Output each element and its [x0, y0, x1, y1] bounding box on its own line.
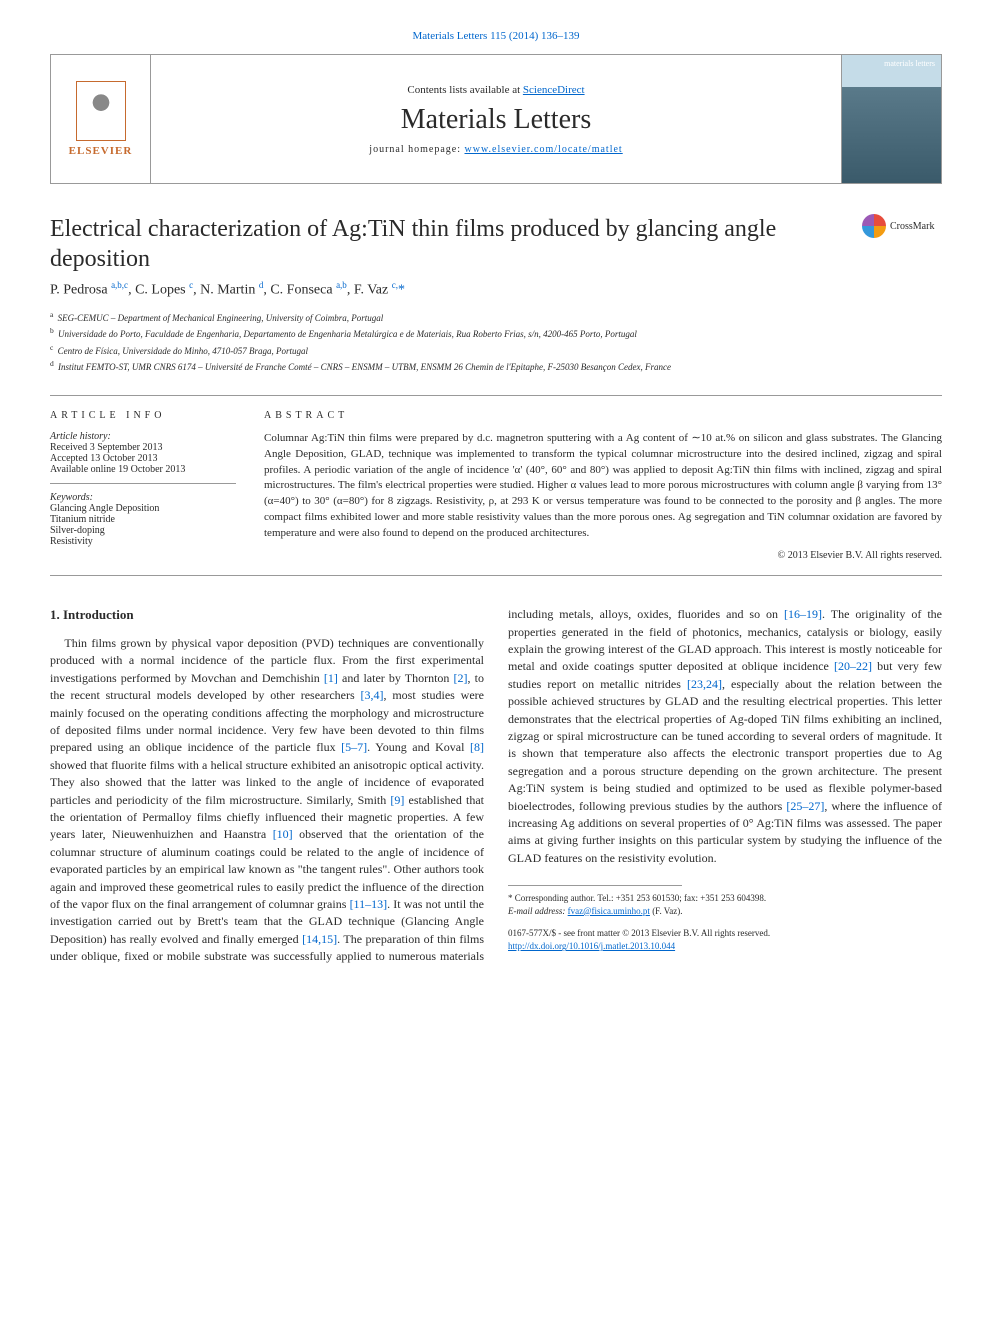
affiliation-line: d Institut FEMTO-ST, UMR CNRS 6174 – Uni…	[50, 358, 942, 375]
article-title: Electrical characterization of Ag:TiN th…	[50, 214, 852, 274]
history-line: Available online 19 October 2013	[50, 464, 236, 475]
issn-doi-block: 0167-577X/$ - see front matter © 2013 El…	[508, 927, 942, 953]
abstract-label: ABSTRACT	[264, 410, 942, 421]
article-info-sidebar: ARTICLE INFO Article history: Received 3…	[50, 396, 250, 576]
authors-line: P. Pedrosa a,b,c, C. Lopes c, N. Martin …	[50, 280, 942, 299]
article-body: 1. Introduction Thin films grown by phys…	[50, 606, 942, 965]
email-link[interactable]: fvaz@fisica.uminho.pt	[568, 906, 650, 916]
ref-20-22[interactable]: [20–22]	[834, 659, 872, 673]
corresponding-author-footnote: * Corresponding author. Tel.: +351 253 6…	[508, 892, 942, 917]
homepage-link[interactable]: www.elsevier.com/locate/matlet	[465, 144, 623, 155]
keyword: Resistivity	[50, 536, 236, 547]
elsevier-logo[interactable]: ELSEVIER	[51, 55, 151, 183]
ref-3-4[interactable]: [3,4]	[361, 688, 384, 702]
issn-line: 0167-577X/$ - see front matter © 2013 El…	[508, 928, 770, 938]
contents-line: Contents lists available at ScienceDirec…	[407, 84, 584, 96]
affiliation-line: a SEG-CEMUC – Department of Mechanical E…	[50, 309, 942, 326]
sciencedirect-link[interactable]: ScienceDirect	[523, 84, 585, 96]
elsevier-label: ELSEVIER	[69, 145, 133, 157]
ref-5-7[interactable]: [5–7]	[341, 740, 367, 754]
affiliations: a SEG-CEMUC – Department of Mechanical E…	[50, 309, 942, 375]
ref-23-24[interactable]: [23,24]	[687, 677, 722, 691]
journal-citation[interactable]: Materials Letters 115 (2014) 136–139	[50, 30, 942, 42]
affiliation-line: b Universidade do Porto, Faculdade de En…	[50, 325, 942, 342]
journal-header: ELSEVIER Contents lists available at Sci…	[50, 54, 942, 184]
abstract: ABSTRACT Columnar Ag:TiN thin films were…	[250, 396, 942, 576]
ref-25-27[interactable]: [25–27]	[786, 799, 824, 813]
crossmark-icon	[862, 214, 886, 238]
ref-1[interactable]: [1]	[324, 671, 338, 685]
ref-10[interactable]: [10]	[273, 827, 293, 841]
abstract-copyright: © 2013 Elsevier B.V. All rights reserved…	[264, 550, 942, 561]
ref-14-15[interactable]: [14,15]	[302, 932, 337, 946]
crossmark-badge[interactable]: CrossMark	[862, 214, 942, 238]
homepage-prefix: journal homepage:	[369, 144, 464, 155]
journal-cover-thumbnail[interactable]: materials letters	[841, 55, 941, 183]
ref-11-13[interactable]: [11–13]	[350, 897, 388, 911]
history-label: Article history:	[50, 431, 236, 442]
article-info-label: ARTICLE INFO	[50, 410, 236, 421]
keywords-label: Keywords:	[50, 492, 236, 503]
journal-homepage: journal homepage: www.elsevier.com/locat…	[369, 144, 622, 155]
journal-title: Materials Letters	[401, 104, 591, 136]
abstract-text: Columnar Ag:TiN thin films were prepared…	[264, 431, 942, 543]
doi-link[interactable]: http://dx.doi.org/10.1016/j.matlet.2013.…	[508, 941, 675, 951]
crossmark-label: CrossMark	[890, 221, 934, 232]
history-line: Received 3 September 2013	[50, 442, 236, 453]
ref-16-19[interactable]: [16–19]	[784, 607, 822, 621]
keyword: Silver-doping	[50, 525, 236, 536]
header-center: Contents lists available at ScienceDirec…	[151, 55, 841, 183]
ref-2[interactable]: [2]	[454, 671, 468, 685]
history-line: Accepted 13 October 2013	[50, 453, 236, 464]
contents-prefix: Contents lists available at	[407, 84, 522, 96]
elsevier-tree-icon	[76, 81, 126, 141]
section-heading-introduction: 1. Introduction	[50, 606, 484, 625]
ref-9[interactable]: [9]	[390, 793, 404, 807]
ref-8[interactable]: [8]	[470, 740, 484, 754]
footnote-separator	[508, 885, 682, 886]
keyword: Glancing Angle Deposition	[50, 503, 236, 514]
keyword: Titanium nitride	[50, 514, 236, 525]
affiliation-line: c Centro de Física, Universidade do Minh…	[50, 342, 942, 359]
cover-label: materials letters	[842, 55, 941, 72]
